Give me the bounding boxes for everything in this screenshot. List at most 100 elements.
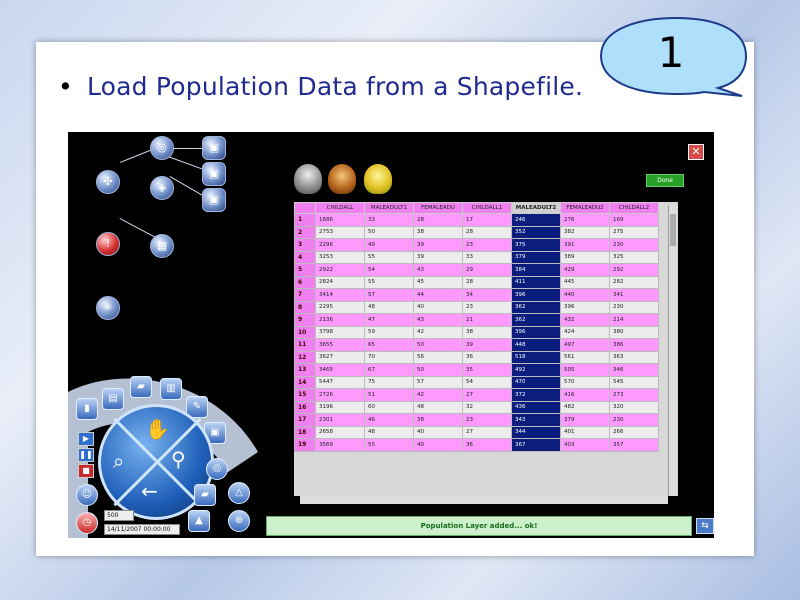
zoom-icon[interactable]: ⌕	[113, 449, 125, 473]
table-row[interactable]: 2 2753 50 38 28 352 382 275	[294, 225, 659, 239]
stop-button[interactable]: ■	[78, 464, 94, 478]
row-number: 16	[294, 400, 316, 414]
column-header[interactable]: MALEADULT2	[511, 202, 561, 214]
graph-node-sun[interactable]: ✳	[96, 296, 120, 320]
graph-node-warning[interactable]: !	[96, 232, 120, 256]
table-header-row: CHILDALL MALEADULT1 FEMALEADU CHILDALL1 MALE…	[294, 202, 659, 214]
table-cell: 23	[462, 238, 512, 252]
back-arrow-icon[interactable]: ←	[141, 479, 158, 503]
play-button[interactable]: ▶	[78, 432, 94, 446]
layer-icon: ◈	[157, 181, 167, 194]
table-cell: 39	[413, 250, 463, 264]
row-number: 15	[294, 388, 316, 402]
target-button[interactable]: ◎	[206, 458, 228, 480]
table-cell: 27	[462, 388, 512, 402]
table-row[interactable]: 19 3569 55 40 36 367 403 357	[294, 438, 659, 452]
table-cell: 39	[413, 238, 463, 252]
table-cell: 3798	[315, 325, 365, 339]
table-row[interactable]: 17 2301 46 38 23 343 379 230	[294, 413, 659, 427]
row-number: 17	[294, 413, 316, 427]
table-row[interactable]: 16 3196 60 48 32 436 482 320	[294, 400, 659, 414]
table-cell: 570	[560, 375, 610, 389]
table-cell: 401	[560, 425, 610, 439]
column-header[interactable]: CHILDALL2	[609, 202, 659, 214]
table-cell: 2301	[315, 413, 365, 427]
graph-node-table[interactable]: ▦	[150, 234, 174, 258]
edit-button[interactable]: ✎	[186, 396, 208, 418]
column-header[interactable]: CHILDALL1	[462, 202, 512, 214]
table-row[interactable]: 18 2658 48 40 27 344 401 266	[294, 425, 659, 439]
column-header[interactable]: CHILDALL	[315, 202, 365, 214]
scroll-thumb[interactable]	[670, 214, 676, 246]
agent-brown-icon[interactable]	[328, 164, 356, 194]
table-row[interactable]: 13 3465 67 50 35 492 505 346	[294, 363, 659, 377]
table-row[interactable]: 11 3855 65 50 39 448 497 386	[294, 338, 659, 352]
table-cell: 492	[511, 363, 561, 377]
disk-icon: ▣	[208, 141, 220, 154]
table-cell: 51	[364, 388, 414, 402]
table-cell: 43	[413, 263, 463, 277]
table-row[interactable]: 6 2824 55 45 28 411 445 282	[294, 275, 659, 289]
table-row[interactable]: 5 2922 54 43 29 384 429 292	[294, 263, 659, 277]
close-button[interactable]: ✕	[688, 144, 704, 160]
table-row[interactable]: 1 1686 33 28 17 246 276 169	[294, 213, 659, 227]
table-row[interactable]: 8 2295 48 40 23 362 396 230	[294, 300, 659, 314]
table-cell: 561	[560, 350, 610, 364]
table-cell: 344	[511, 425, 561, 439]
table-cell: 440	[560, 288, 610, 302]
table-cell: 362	[511, 313, 561, 327]
column-header[interactable]: MALEADULT1	[364, 202, 414, 214]
send-icon[interactable]: ⇆	[696, 518, 714, 534]
chart-bars-button[interactable]: ▮	[76, 398, 98, 420]
document-button[interactable]: ▥	[160, 378, 182, 400]
hand-pan-icon[interactable]: ✋	[145, 417, 170, 441]
layer-ring-button[interactable]: ▤	[102, 388, 124, 410]
bike-icon[interactable]: ⚲	[171, 447, 186, 471]
folder-button[interactable]: ▰	[194, 484, 216, 506]
table-cell: 28	[462, 275, 512, 289]
graph-node-save[interactable]: ▣	[202, 136, 226, 160]
table-cell: 273	[609, 388, 659, 402]
triangle-button[interactable]: ▲	[188, 510, 210, 532]
table-row[interactable]: 4 3253 55 39 33 379 389 325	[294, 250, 659, 264]
table-row[interactable]: 3 2296 49 39 23 375 391 230	[294, 238, 659, 252]
horizontal-scrollbar[interactable]	[300, 496, 668, 504]
done-button[interactable]: Done	[646, 174, 684, 187]
graph-node-globe[interactable]: ◎	[150, 136, 174, 160]
table-cell: 50	[364, 225, 414, 239]
graph-node-network[interactable]: ✣	[96, 170, 120, 194]
vertical-scrollbar[interactable]	[668, 206, 677, 496]
pause-button[interactable]: ❚❚	[78, 448, 94, 462]
table-cell: 56	[413, 350, 463, 364]
table-cell: 214	[609, 313, 659, 327]
step-input[interactable]: 500	[104, 510, 134, 521]
table-row[interactable]: 10 3798 59 42 38 396 424 380	[294, 325, 659, 339]
table-row[interactable]: 12 3627 70 56 36 518 561 363	[294, 350, 659, 364]
table-cell: 445	[560, 275, 610, 289]
globe-button[interactable]: ⊕	[228, 510, 250, 532]
timer-button[interactable]: ◷	[76, 512, 98, 534]
date-select[interactable]: 14/11/2007 00:00:00	[104, 524, 180, 535]
table-cell: 28	[413, 213, 463, 227]
table-cell: 54	[364, 263, 414, 277]
row-number: 8	[294, 300, 316, 314]
measure-button[interactable]: △	[228, 482, 250, 504]
table-row[interactable]: 15 2726 51 42 27 372 416 273	[294, 388, 659, 402]
agent-yellow-icon[interactable]	[364, 164, 392, 194]
table-row[interactable]: 7 3414 57 44 34 396 440 341	[294, 288, 659, 302]
graph-node-save-3[interactable]: ▣	[202, 188, 226, 212]
agent-grey-icon[interactable]	[294, 164, 322, 194]
table-cell: 2922	[315, 263, 365, 277]
table-cell: 40	[413, 300, 463, 314]
open-folder-button[interactable]: ▰	[130, 376, 152, 398]
table-row[interactable]: 14 5447 75 57 54 470 570 545	[294, 375, 659, 389]
graph-node-layer[interactable]: ◈	[150, 176, 174, 200]
table-body: 1 1686 33 28 17 246 276 169 2 2753 50 38 28 352 382 275…	[294, 213, 659, 452]
column-header[interactable]: FEMALEADU	[413, 202, 463, 214]
user-button[interactable]: ☺	[76, 484, 98, 506]
table-row[interactable]: 9 2136 47 43 21 362 432 214	[294, 313, 659, 327]
column-header[interactable]: FEMALEADU2	[560, 202, 610, 214]
table-cell: 424	[560, 325, 610, 339]
graph-node-save-2[interactable]: ▣	[202, 162, 226, 186]
table-cell: 411	[511, 275, 561, 289]
